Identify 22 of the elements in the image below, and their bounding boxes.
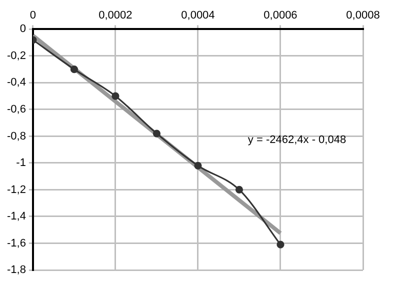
y-tick-label: -1,8	[6, 264, 26, 276]
point	[235, 186, 244, 194]
y-tick-label: -0,2	[6, 50, 26, 62]
point	[112, 92, 120, 100]
point	[152, 130, 161, 138]
y-tick-label: -0,8	[6, 130, 26, 142]
x-tick-label: 0,0004	[181, 10, 215, 22]
point	[70, 66, 78, 74]
annotation: y = -2462,4x - 0,048	[248, 134, 346, 146]
y-tick-label: -1,2	[6, 184, 26, 196]
y-tick-label: -1,4	[6, 210, 26, 223]
x-tick-label: 0	[30, 10, 36, 22]
y-tick-label: -1	[16, 157, 26, 170]
x-tick-label: 0,0006	[264, 10, 298, 22]
y-tick-label: 0	[20, 23, 26, 36]
y-tick-label: -0,4	[6, 76, 26, 89]
y-tick-label: -0,6	[6, 104, 26, 116]
x-tick-label: 0,0008	[346, 10, 380, 22]
point	[276, 240, 284, 248]
point	[194, 162, 202, 170]
y-tick-label: -1,6	[6, 237, 26, 250]
x-tick-label: 0,0002	[98, 10, 132, 22]
